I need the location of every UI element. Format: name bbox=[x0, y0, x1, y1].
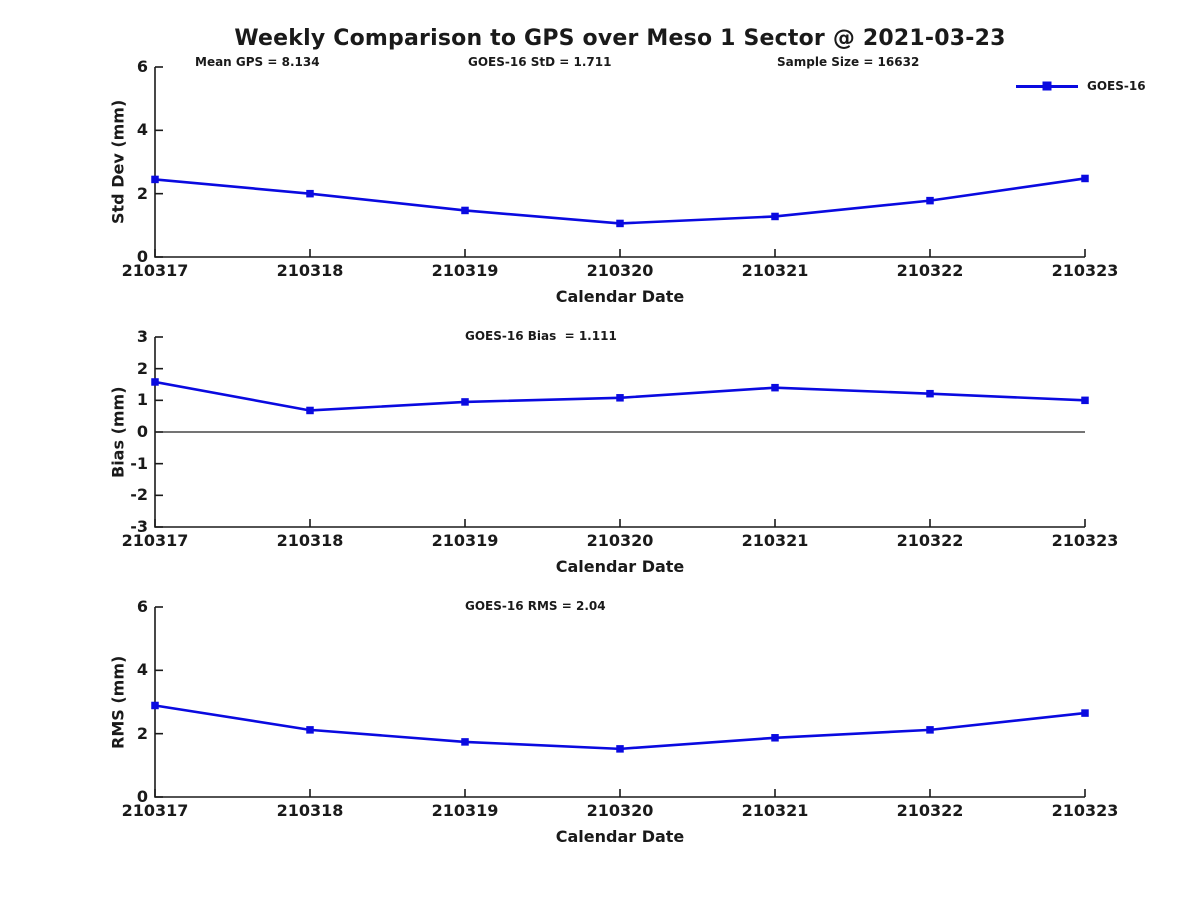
y-tick-label: -3 bbox=[130, 517, 148, 536]
y-tick-label: -1 bbox=[130, 453, 148, 473]
data-point-marker bbox=[151, 175, 159, 184]
x-tick-label: 210321 bbox=[741, 531, 809, 550]
annotation-goes16-std: GOES-16 StD = 1.711 bbox=[468, 55, 612, 69]
bias-chart: Bias (mm) GOES-16 Bias = 1.111 Calendar … bbox=[0, 325, 1200, 595]
data-point-marker bbox=[771, 734, 779, 742]
legend-square-marker-icon bbox=[1042, 81, 1052, 91]
x-axis-label: Calendar Date bbox=[555, 557, 685, 576]
x-tick-label: 210318 bbox=[276, 801, 344, 820]
data-point-marker bbox=[1081, 174, 1089, 183]
y-tick-label: 4 bbox=[136, 660, 148, 680]
x-tick-label: 210321 bbox=[741, 261, 809, 280]
x-tick-label: 210317 bbox=[121, 801, 189, 820]
y-tick-label: 4 bbox=[136, 120, 148, 140]
data-point-marker bbox=[1081, 709, 1089, 717]
x-tick-label: 210323 bbox=[1051, 261, 1119, 280]
x-tick-label: 210320 bbox=[586, 261, 654, 280]
y-tick-label: 2 bbox=[136, 358, 148, 378]
data-point-marker bbox=[306, 406, 314, 415]
x-tick-label: 210320 bbox=[586, 531, 654, 550]
figure-title: Weekly Comparison to GPS over Meso 1 Sec… bbox=[234, 26, 1006, 51]
stddev-plot-area bbox=[151, 66, 1089, 258]
bias-plot-area bbox=[151, 336, 1089, 528]
axis-line bbox=[154, 67, 1085, 258]
axis-line bbox=[154, 607, 1085, 798]
data-point-marker bbox=[771, 212, 779, 221]
data-point-marker bbox=[926, 726, 934, 734]
y-tick-label: 3 bbox=[136, 327, 148, 346]
y-tick-label: 0 bbox=[136, 787, 148, 806]
x-axis-label: Calendar Date bbox=[555, 827, 685, 846]
data-point-marker bbox=[616, 219, 624, 228]
stddev-chart: Std Dev (mm) Mean GPS = 8.134 GOES-16 St… bbox=[0, 55, 1200, 325]
data-point-marker bbox=[926, 196, 934, 205]
x-tick-label: 210319 bbox=[431, 801, 499, 820]
annotation-goes16-bias: GOES-16 Bias = 1.111 bbox=[465, 329, 617, 343]
x-tick-label: 210323 bbox=[1051, 801, 1119, 820]
data-point-marker bbox=[461, 738, 469, 746]
y-tick-label: 6 bbox=[136, 57, 148, 76]
y-tick-label: 2 bbox=[136, 183, 148, 203]
x-tick-label: 210317 bbox=[121, 261, 189, 280]
x-tick-label: 210319 bbox=[431, 261, 499, 280]
x-tick-label: 210319 bbox=[431, 531, 499, 550]
x-tick-label: 210318 bbox=[276, 261, 344, 280]
data-point-marker bbox=[461, 398, 469, 406]
data-point-marker bbox=[306, 726, 314, 734]
legend-label: GOES-16 bbox=[1087, 79, 1146, 93]
x-tick-label: 210317 bbox=[121, 531, 189, 550]
data-point-marker bbox=[151, 378, 159, 386]
data-point-marker bbox=[616, 394, 624, 402]
annotation-sample-size: Sample Size = 16632 bbox=[777, 55, 920, 69]
series-line bbox=[154, 177, 1086, 225]
data-point-marker bbox=[1081, 396, 1089, 405]
y-tick-label: -2 bbox=[130, 485, 148, 505]
legend-line-sample-icon bbox=[1016, 81, 1078, 91]
data-point-marker bbox=[461, 206, 469, 215]
annotation-goes16-rms: GOES-16 RMS = 2.04 bbox=[465, 599, 606, 613]
data-point-marker bbox=[151, 701, 159, 710]
y-axis-label: Std Dev (mm) bbox=[108, 99, 128, 225]
series-line bbox=[154, 704, 1086, 751]
x-tick-label: 210322 bbox=[896, 531, 964, 550]
x-tick-label: 210322 bbox=[896, 261, 964, 280]
data-point-marker bbox=[926, 389, 934, 398]
y-axis-label: RMS (mm) bbox=[108, 655, 128, 749]
x-tick-label: 210318 bbox=[276, 531, 344, 550]
y-tick-label: 1 bbox=[136, 390, 148, 410]
x-axis-label: Calendar Date bbox=[555, 287, 685, 306]
rms-chart: RMS (mm) GOES-16 RMS = 2.04 Calendar Dat… bbox=[0, 595, 1200, 865]
data-point-marker bbox=[771, 383, 779, 392]
x-tick-label: 210323 bbox=[1051, 531, 1119, 550]
x-tick-label: 210320 bbox=[586, 801, 654, 820]
x-tick-label: 210322 bbox=[896, 801, 964, 820]
annotation-mean-gps: Mean GPS = 8.134 bbox=[195, 55, 320, 69]
x-tick-label: 210321 bbox=[741, 801, 809, 820]
data-point-marker bbox=[616, 745, 624, 753]
data-point-marker bbox=[306, 189, 314, 198]
y-tick-label: 2 bbox=[136, 723, 148, 743]
legend: GOES-16 bbox=[1016, 77, 1146, 95]
y-tick-label: 0 bbox=[136, 247, 148, 266]
y-tick-label: 0 bbox=[136, 422, 148, 441]
rms-plot-area bbox=[151, 606, 1089, 798]
y-tick-label: 6 bbox=[136, 597, 148, 616]
